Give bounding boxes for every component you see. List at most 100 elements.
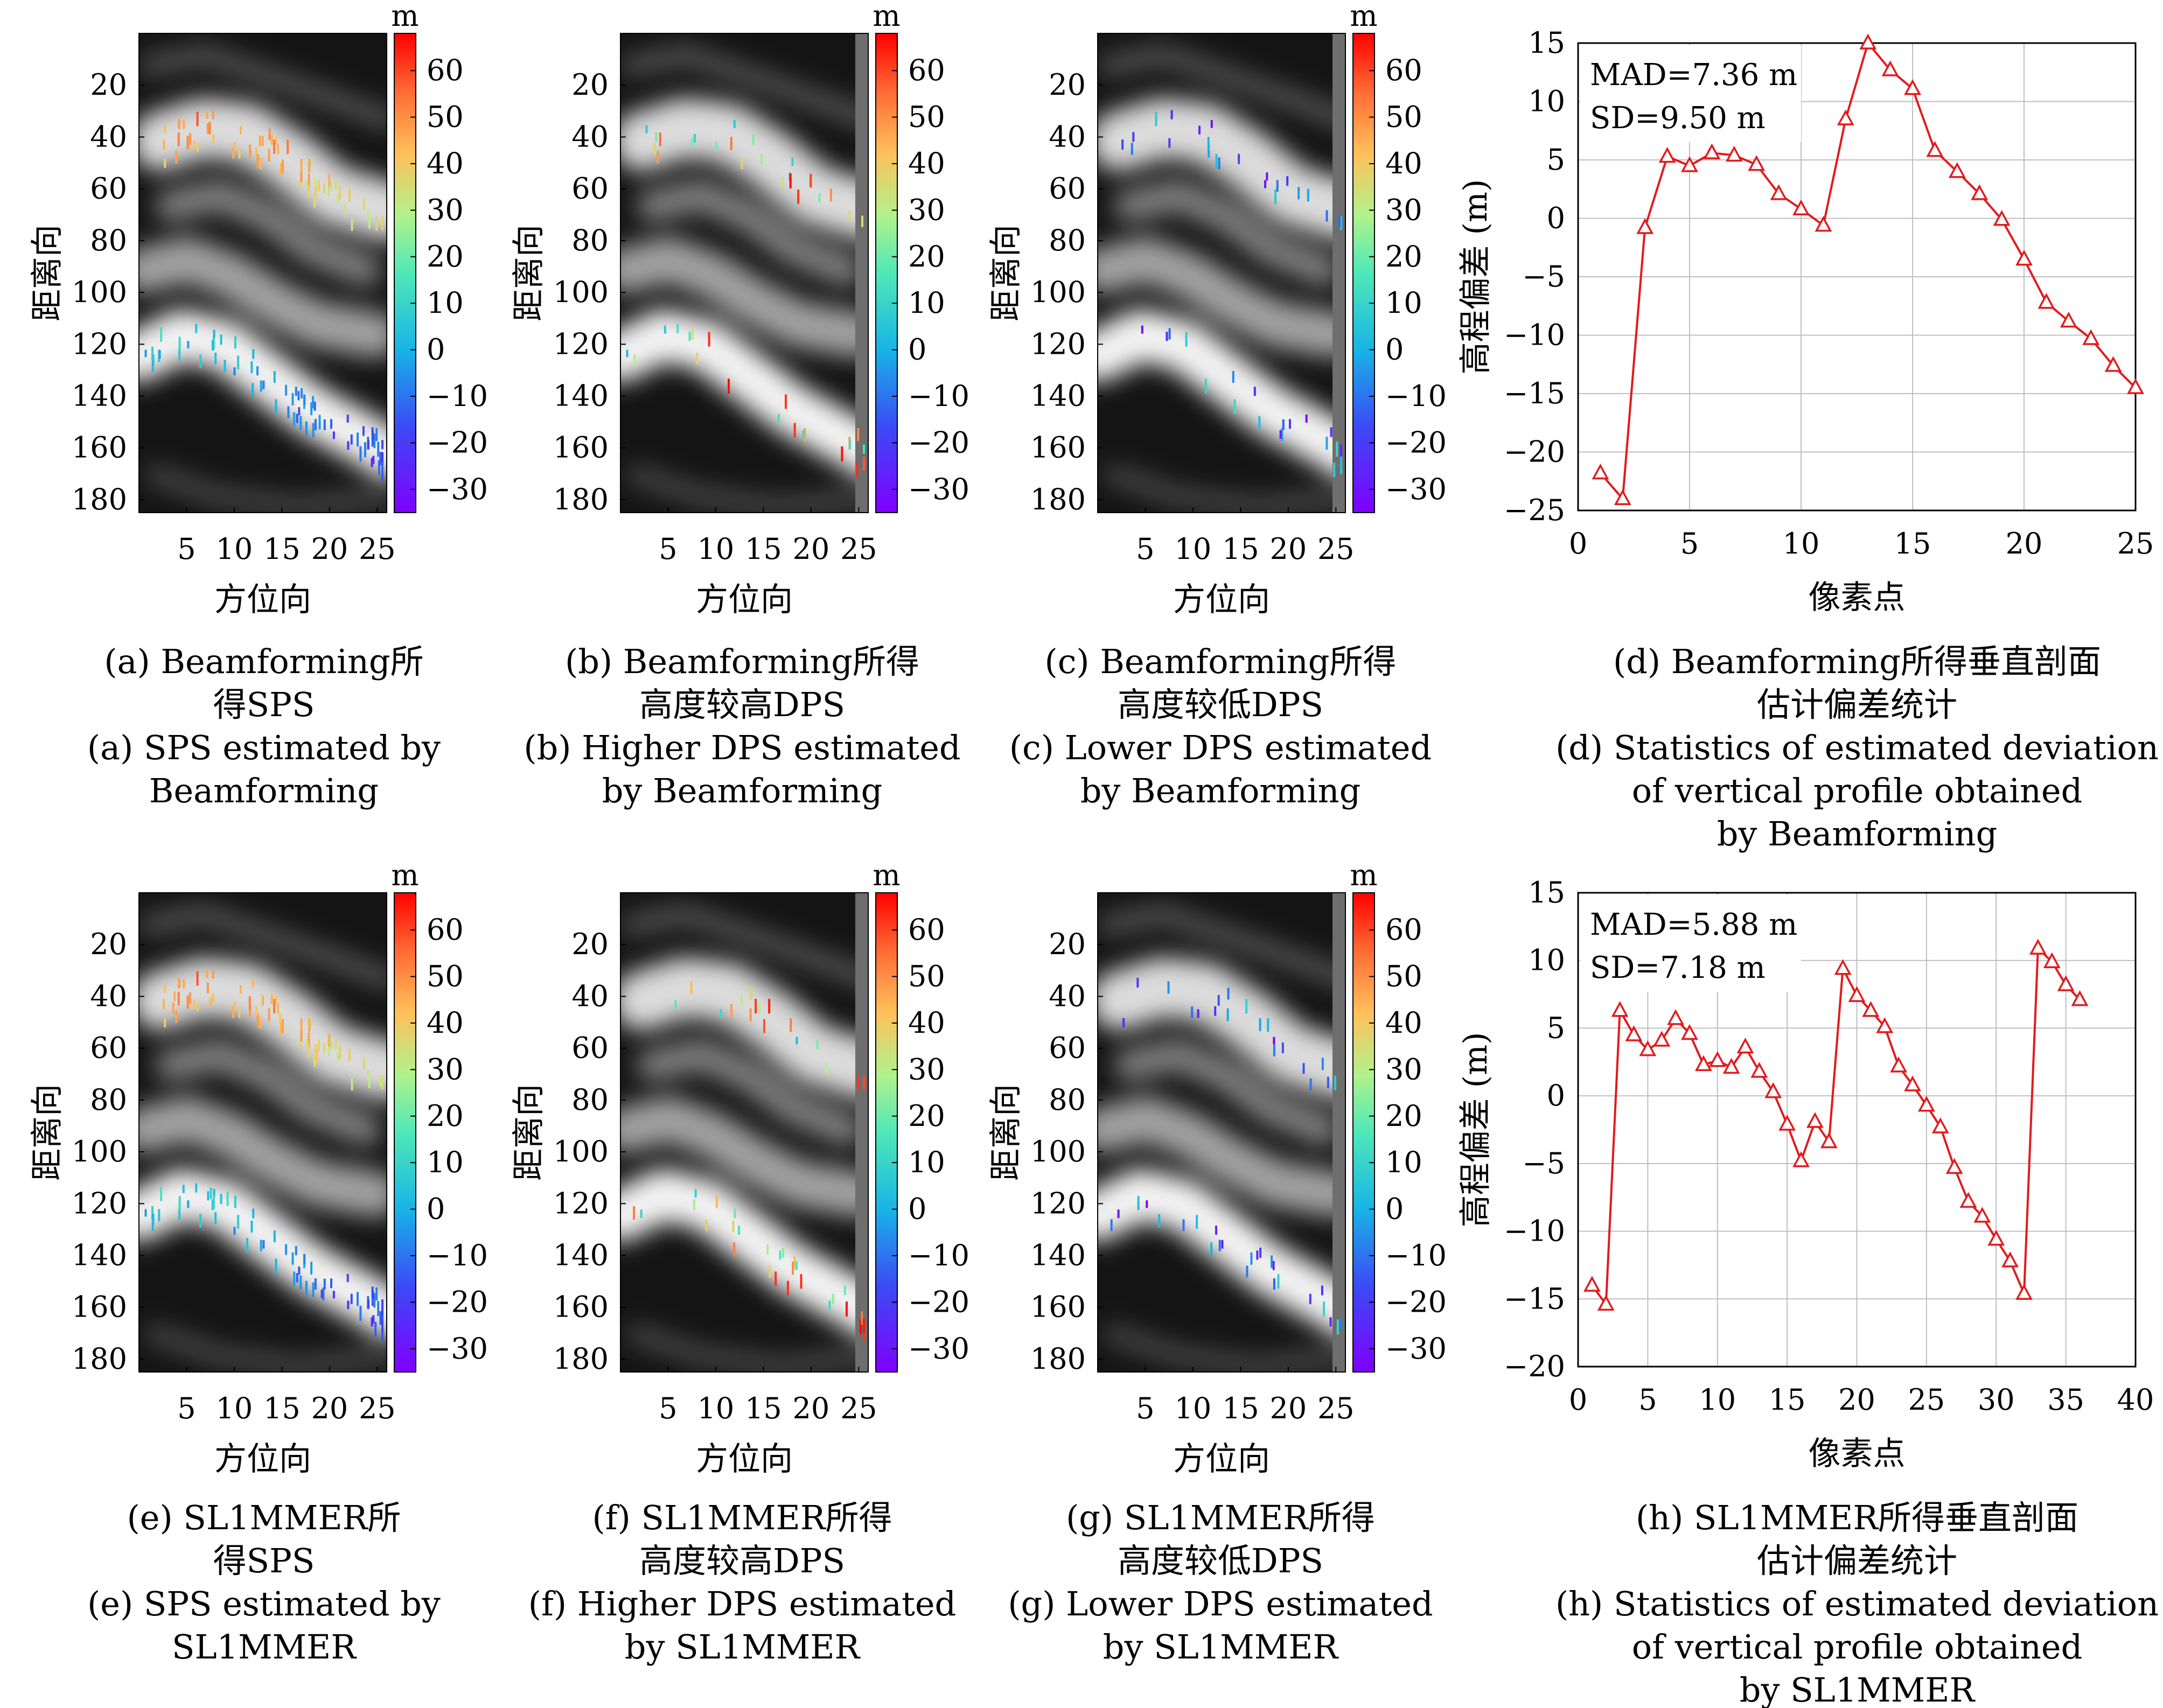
scatter-point: [379, 1311, 382, 1325]
scatter-point: [1132, 132, 1135, 142]
colorbar-tick-label: −20: [1385, 1285, 1447, 1319]
scatter-point: [339, 1046, 341, 1059]
scatter-point: [1185, 332, 1188, 347]
scatter-point: [848, 210, 851, 222]
scatter-point: [305, 1039, 308, 1048]
scatter-point: [195, 324, 198, 333]
scatter-point: [316, 1048, 318, 1063]
scatter-point: [792, 1262, 794, 1275]
caption-cn-line: (b) Beamforming所得: [565, 642, 919, 681]
scatter-point: [189, 133, 191, 145]
scatter-point: [1205, 379, 1207, 394]
scatter-point: [314, 177, 317, 185]
data-point: [1639, 1040, 1657, 1056]
y-tick-label: 15: [1528, 876, 1565, 909]
scatter-point: [298, 407, 301, 416]
scatter-point: [220, 1194, 222, 1205]
colorbar-tick-label: 40: [1385, 1006, 1422, 1040]
scatter-point: [305, 421, 308, 436]
scatter-point: [696, 352, 699, 365]
scatter-point: [151, 1219, 154, 1231]
bright-band: [1098, 236, 1345, 358]
scatter-point: [861, 1311, 863, 1325]
scatter-point: [373, 433, 376, 449]
scatter-point: [818, 193, 821, 203]
scatter-point: [178, 118, 180, 128]
caption-cn-line: 高度较高DPS: [639, 1541, 845, 1580]
y-tick-label: −25: [1504, 493, 1565, 527]
colorbar-gradient: [394, 33, 416, 513]
colorbar-tick-label: 30: [427, 193, 464, 227]
scatter-point: [160, 1186, 163, 1201]
data-point: [1881, 60, 1899, 76]
scatter-point: [234, 142, 236, 151]
scatter-point: [786, 1280, 789, 1296]
y-tick-label: 100: [72, 275, 127, 309]
scatter-point: [664, 325, 666, 334]
scatter-point: [741, 157, 743, 170]
line-chart: 0 5 10 15 20 25 30 35 40 15 10 5 0 −5 −10 −15 −20 MAD=5.8…: [1457, 876, 2154, 1473]
x-tick-label: 25: [840, 1391, 877, 1425]
y-axis-label: 距离向: [510, 1084, 548, 1181]
scatter-point: [299, 416, 302, 430]
scatter-point: [152, 1213, 155, 1224]
y-tick-label: 20: [1049, 68, 1086, 102]
caption-cn-line: (a) Beamforming所: [104, 642, 423, 681]
y-tick-label: 180: [1030, 482, 1086, 516]
scatter-point: [381, 452, 383, 461]
scatter-point: [755, 999, 757, 1013]
data-point: [1725, 145, 1743, 162]
data-point: [2071, 990, 2089, 1006]
scatter-point: [1338, 215, 1341, 227]
data-point: [2057, 975, 2075, 991]
scatter-point: [213, 335, 215, 350]
x-axis-label: 像素点: [1809, 1435, 1906, 1473]
y-tick-label: 40: [1049, 120, 1086, 153]
y-tick-label: 10: [1528, 943, 1565, 977]
scatter-point: [259, 135, 261, 146]
colorbar-tick-label: 60: [427, 53, 464, 87]
x-tick-label: 10: [216, 532, 253, 566]
x-tick-label: 15: [745, 1391, 782, 1425]
plot-frame: [1577, 42, 2137, 512]
scatter-point: [1226, 1008, 1229, 1021]
scatter-point: [381, 1299, 383, 1309]
caption-en-line: (c) Lower DPS estimated: [1009, 728, 1432, 767]
colorbar-tick-label: −30: [908, 1332, 969, 1366]
scatter-point: [256, 154, 259, 169]
scatter-point: [1333, 463, 1336, 477]
scatter-point: [212, 969, 214, 979]
y-tick-label: −10: [1504, 1214, 1565, 1248]
caption-en-line: (f) Higher DPS estimated: [528, 1584, 957, 1623]
scatter-point: [733, 120, 736, 128]
data-point: [1834, 959, 1852, 975]
bright-band: [155, 1038, 381, 1146]
scatter-point: [252, 979, 254, 988]
scatter-point: [305, 1280, 308, 1296]
colorbar-tick-label: −10: [427, 1238, 488, 1272]
scatter-point: [1214, 1006, 1217, 1016]
colorbar-tick-label: −20: [427, 425, 488, 459]
scatter-point: [653, 143, 656, 155]
scatter-point: [378, 460, 380, 475]
scatter-point: [362, 198, 365, 211]
scatter-point: [313, 195, 316, 208]
caption-en-line: by Beamforming: [602, 771, 883, 810]
scatter-point: [210, 1187, 212, 1199]
scatter-point: [158, 1209, 161, 1222]
annotation-box: [1580, 45, 1801, 142]
scatter-point: [307, 185, 310, 198]
data-point: [1806, 1112, 1824, 1128]
scatter-point: [196, 971, 199, 986]
colorbar-unit: m: [1350, 858, 1377, 892]
data-point: [1722, 1058, 1740, 1074]
data-point: [1815, 215, 1832, 232]
scatter-point: [1168, 328, 1171, 340]
scatter-point: [1197, 1009, 1199, 1018]
data-point: [1694, 1055, 1712, 1072]
scatter-point: [1136, 978, 1139, 988]
data-point: [1778, 1115, 1796, 1131]
y-tick-label: 180: [72, 1342, 127, 1376]
